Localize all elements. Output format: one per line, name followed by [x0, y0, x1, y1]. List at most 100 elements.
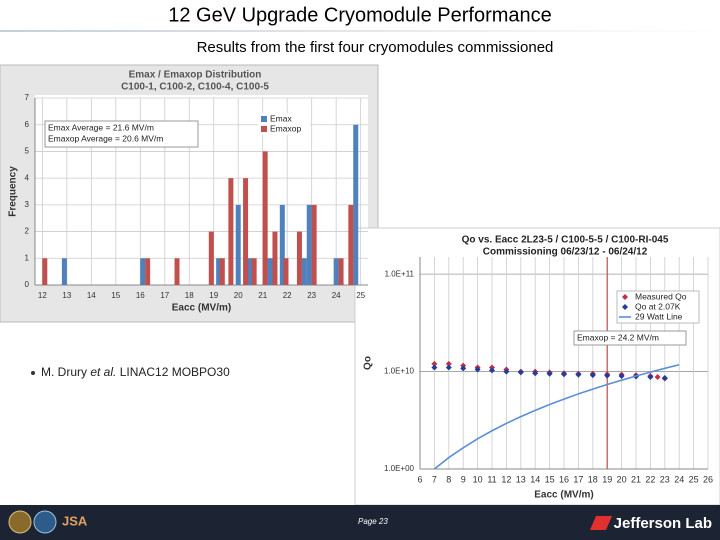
- legend-label: 29 Watt Line: [635, 311, 683, 321]
- bar: [262, 151, 268, 285]
- y-tick-label: 1.0E+00: [384, 464, 415, 473]
- bar: [247, 258, 253, 285]
- reference: M. Drury et al. LINAC12 MOBPO30: [41, 365, 230, 379]
- legend-swatch: [261, 126, 267, 132]
- bar: [272, 231, 278, 285]
- data-point: [618, 373, 625, 380]
- x-tick-label: 10: [473, 474, 483, 484]
- x-tick-label: 12: [38, 291, 47, 300]
- x-tick-label: 22: [645, 474, 655, 484]
- x-tick-label: 14: [87, 291, 96, 300]
- x-tick-label: 14: [530, 474, 540, 484]
- y-axis-label: Qo: [363, 356, 374, 370]
- x-tick-label: 12: [501, 474, 511, 484]
- bar: [311, 204, 317, 285]
- bar: [306, 204, 312, 285]
- bar: [42, 258, 48, 285]
- bar: [283, 258, 289, 285]
- x-tick-label: 16: [136, 291, 145, 300]
- x-tick-label: 25: [689, 474, 699, 484]
- legend-label: Measured Qo: [635, 291, 687, 301]
- annotation: Emaxop Average = 20.6 MV/m: [48, 133, 163, 143]
- chart-title: Qo vs. Eacc 2L23-5 / C100-5-5 / C100-RI-…: [462, 235, 669, 246]
- y-tick-label: 0: [25, 280, 30, 289]
- footer-lab: Jefferson Lab: [614, 515, 712, 532]
- x-tick-label: 20: [617, 474, 627, 484]
- data-point: [546, 370, 553, 377]
- data-point: [489, 367, 495, 374]
- data-point: [561, 371, 567, 378]
- legend-label: Emax: [270, 113, 292, 123]
- bullet: [31, 371, 35, 375]
- bar: [267, 258, 273, 285]
- x-tick-label: 18: [588, 474, 598, 484]
- data-point: [575, 371, 582, 378]
- data-point: [589, 372, 596, 379]
- bar: [216, 258, 222, 285]
- data-point: [647, 373, 654, 380]
- slide-title: 12 GeV Upgrade Cryomodule Performance: [168, 4, 552, 26]
- x-tick-label: 18: [185, 291, 194, 300]
- bar: [279, 204, 285, 285]
- y-tick-label: 1: [25, 253, 30, 262]
- bar: [296, 231, 302, 285]
- legend-label: Qo at 2.07K: [635, 301, 681, 311]
- legend-swatch: [622, 304, 628, 310]
- x-tick-label: 23: [307, 291, 316, 300]
- x-tick-label: 19: [602, 474, 612, 484]
- x-tick-label: 21: [631, 474, 641, 484]
- x-axis-label: Eacc (MV/m): [172, 303, 231, 314]
- data-point: [445, 364, 452, 371]
- x-tick-label: 15: [111, 291, 120, 300]
- legend-box: [258, 113, 310, 135]
- reference-etal: et al.: [90, 365, 116, 379]
- logo-seal: [8, 510, 32, 534]
- x-tick-label: 6: [417, 474, 422, 484]
- slide-subtitle: Results from the first four cryomodules …: [197, 39, 554, 56]
- bar: [301, 258, 307, 285]
- data-point: [654, 373, 661, 380]
- data-point: [460, 365, 467, 372]
- title-rule: [0, 30, 720, 32]
- annotation: Emax Average = 21.6 MV/m: [48, 122, 154, 132]
- x-tick-label: 13: [62, 291, 71, 300]
- x-tick-label: 11: [487, 474, 496, 484]
- bar: [228, 178, 234, 285]
- bar: [348, 204, 354, 285]
- legend-label: Emaxop: [270, 123, 301, 133]
- data-point: [474, 366, 481, 373]
- annotation-box: [573, 330, 687, 346]
- x-axis-label: Eacc (MV/m): [534, 490, 593, 501]
- data-point: [604, 372, 611, 379]
- x-tick-label: 26: [703, 474, 713, 484]
- x-tick-label: 7: [432, 474, 437, 484]
- lab-logo: [590, 516, 612, 530]
- x-tick-label: 22: [283, 291, 292, 300]
- bar: [235, 204, 241, 285]
- legend-box: [616, 290, 700, 324]
- data-point: [431, 364, 438, 371]
- bar: [219, 258, 225, 285]
- annotation: Emaxop = 24.2 MV/m: [577, 332, 659, 342]
- x-tick-label: 16: [559, 474, 569, 484]
- legend-swatch: [261, 116, 267, 122]
- data-point: [661, 374, 668, 381]
- reference-author: M. Drury: [41, 365, 90, 379]
- y-tick-label: 5: [25, 147, 30, 156]
- annotation-box: [44, 120, 199, 148]
- logo-seal: [33, 510, 57, 534]
- x-tick-label: 17: [573, 474, 583, 484]
- x-tick-label: 25: [356, 291, 365, 300]
- x-tick-label: 15: [545, 474, 555, 484]
- y-tick-label: 6: [25, 120, 30, 129]
- bar: [333, 258, 339, 285]
- x-tick-label: 21: [258, 291, 267, 300]
- y-tick-label: 4: [25, 173, 30, 182]
- x-tick-label: 9: [461, 474, 466, 484]
- footer-page: Page 23: [358, 517, 388, 526]
- bar: [61, 258, 67, 285]
- x-tick-label: 24: [674, 474, 684, 484]
- x-tick-label: 20: [234, 291, 243, 300]
- chart-title: Emax / Emaxop Distribution: [129, 70, 262, 81]
